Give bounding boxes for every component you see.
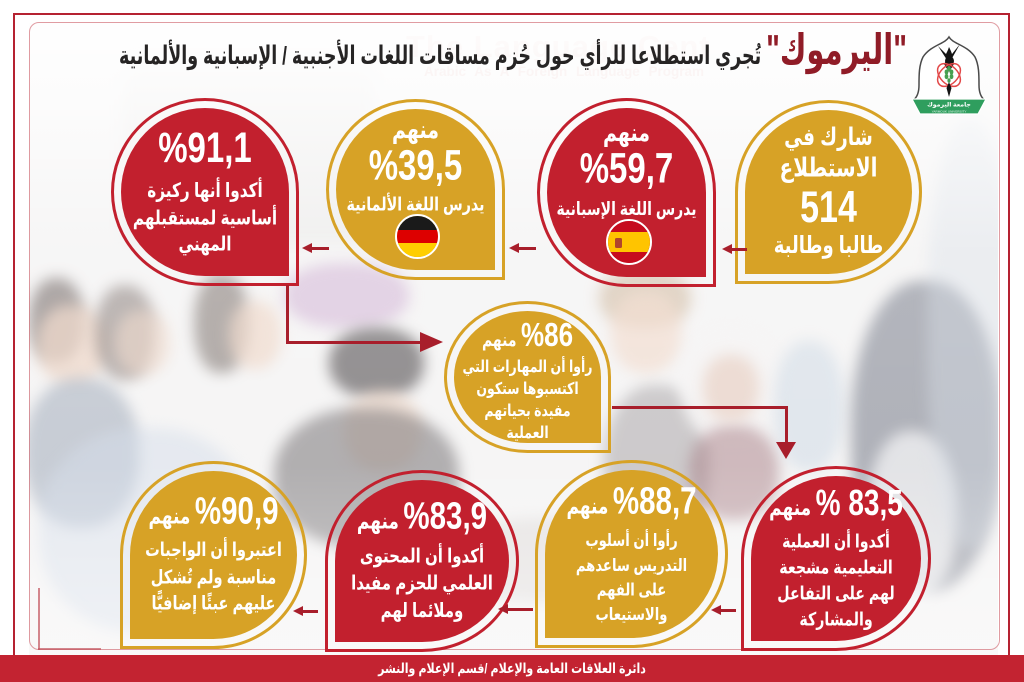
- svg-text:YARMOUK UNIVERSITY: YARMOUK UNIVERSITY: [932, 110, 967, 114]
- svg-text:جامعة اليرموك: جامعة اليرموك: [927, 102, 971, 109]
